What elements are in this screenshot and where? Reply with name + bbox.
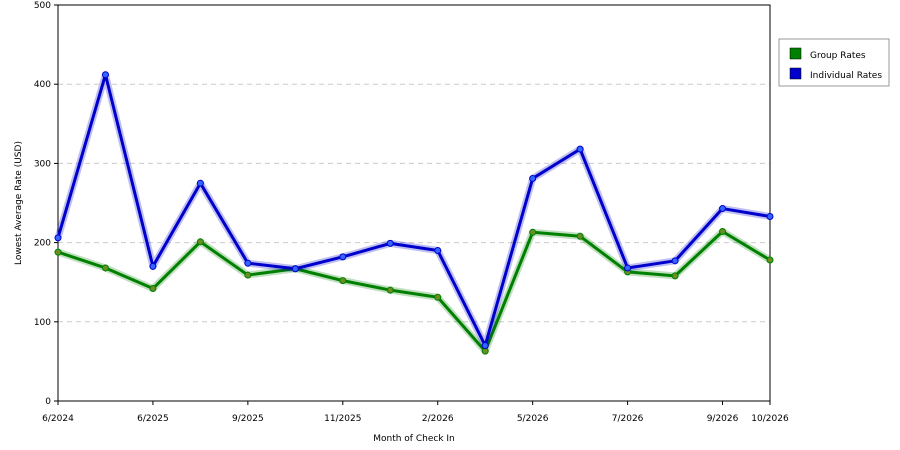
data-point-group-rates [576, 232, 584, 240]
data-point-individual-rates [196, 179, 204, 187]
data-point-group-rates [671, 272, 679, 280]
data-point-individual-rates [671, 257, 679, 265]
data-point-individual-rates [766, 212, 774, 220]
data-point-group-rates [529, 228, 537, 236]
data-point-individual-rates [434, 247, 442, 255]
data-point-individual-rates [54, 234, 62, 242]
y-tick-label: 200 [34, 239, 51, 249]
x-tick-label: 6/2025 [137, 414, 169, 424]
series-line-individual-rates [56, 73, 771, 348]
y-tick-label: 300 [34, 159, 51, 169]
data-point-individual-rates [101, 71, 109, 79]
data-point-group-rates [766, 256, 774, 264]
x-tick-label: 9/2025 [232, 414, 264, 424]
legend-swatch-individual-rates [789, 67, 802, 80]
x-tick-label: 9/2026 [707, 414, 739, 424]
x-tick-label: 7/2026 [612, 414, 644, 424]
data-point-group-rates [54, 248, 62, 256]
data-point-individual-rates [576, 145, 584, 153]
legend-label-group-rates: Group Rates [810, 51, 866, 61]
data-point-individual-rates [624, 264, 632, 272]
data-point-group-rates [196, 238, 204, 246]
x-axis: 6/2024 6/2025 9/2025 11/2025 2/2026 5/2026 7/2… [42, 401, 789, 424]
data-point-group-rates [101, 264, 109, 272]
data-point-group-rates [386, 286, 394, 294]
x-tick-label: 2/2026 [422, 414, 454, 424]
series-line-group-rates [57, 230, 771, 353]
y-axis-title: Lowest Average Rate (USD) [14, 141, 24, 265]
x-tick-label: 11/2025 [324, 414, 361, 424]
x-tick-label: 10/2026 [751, 414, 789, 424]
data-point-group-rates [244, 271, 252, 279]
x-axis-title: Month of Check In [373, 434, 455, 444]
data-point-individual-rates [149, 262, 157, 270]
data-point-individual-rates [291, 265, 299, 273]
y-tick-label: 500 [34, 1, 51, 11]
data-point-individual-rates [386, 239, 394, 247]
data-point-individual-rates [339, 253, 347, 261]
x-tick-label: 6/2024 [42, 414, 74, 424]
data-point-group-rates [434, 293, 442, 301]
legend-swatch-group-rates [789, 47, 802, 60]
y-tick-label: 0 [45, 397, 51, 407]
data-point-individual-rates [719, 205, 727, 213]
data-point-individual-rates [244, 259, 252, 267]
data-point-group-rates [149, 285, 157, 293]
data-point-individual-rates [529, 174, 537, 182]
plot-area [57, 4, 771, 402]
y-tick-label: 100 [34, 318, 51, 328]
series-layer [54, 71, 774, 355]
data-point-group-rates [719, 228, 727, 236]
data-point-group-rates [339, 277, 347, 285]
x-tick-label: 5/2026 [517, 414, 549, 424]
y-axis: 0 100 200 300 400 500 [34, 1, 58, 407]
series-glow-individual-rates [54, 71, 771, 350]
data-point-individual-rates [481, 342, 489, 350]
legend-label-individual-rates: Individual Rates [810, 71, 882, 81]
legend: Group Rates Individual Rates [778, 38, 890, 87]
grid-lines [58, 83, 770, 323]
y-tick-label: 400 [34, 80, 51, 90]
